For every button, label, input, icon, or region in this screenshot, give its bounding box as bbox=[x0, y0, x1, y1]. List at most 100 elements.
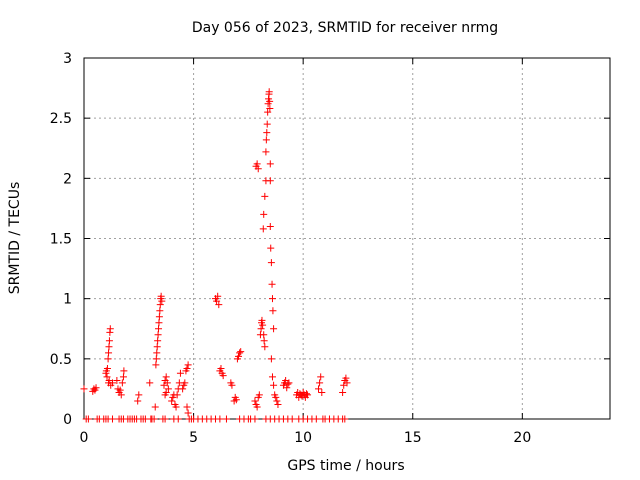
x-tick-label: 5 bbox=[189, 430, 198, 446]
data-point bbox=[312, 415, 320, 423]
data-point bbox=[154, 337, 162, 345]
data-point bbox=[84, 415, 92, 423]
data-point bbox=[283, 384, 291, 392]
data-point bbox=[155, 319, 163, 327]
data-point bbox=[236, 349, 244, 357]
data-point bbox=[269, 307, 277, 315]
data-point bbox=[260, 337, 268, 345]
x-tick-labels: 0 5 10 15 20 bbox=[80, 430, 532, 446]
data-point bbox=[134, 397, 142, 405]
chart-title: Day 056 of 2023, SRMTID for receiver nrm… bbox=[192, 20, 498, 36]
x-axis-label: GPS time / hours bbox=[287, 458, 404, 474]
data-point bbox=[184, 361, 192, 369]
data-point bbox=[113, 376, 121, 384]
data-point bbox=[259, 225, 267, 233]
data-point bbox=[264, 108, 272, 116]
data-point bbox=[267, 355, 275, 363]
data-point bbox=[259, 321, 267, 329]
data-point bbox=[304, 391, 312, 399]
data-point bbox=[214, 292, 222, 300]
data-point bbox=[151, 403, 159, 411]
data-point bbox=[232, 396, 240, 404]
data-point bbox=[156, 307, 164, 315]
data-point bbox=[156, 301, 164, 309]
data-point bbox=[251, 415, 259, 423]
data-point bbox=[106, 325, 114, 333]
data-point bbox=[268, 280, 276, 288]
data-point bbox=[262, 148, 270, 156]
data-point bbox=[274, 401, 282, 409]
data-point bbox=[104, 355, 112, 363]
data-point bbox=[228, 381, 236, 389]
data-point bbox=[219, 372, 227, 380]
data-point bbox=[150, 415, 158, 423]
data-point bbox=[163, 379, 171, 387]
data-point bbox=[265, 88, 273, 96]
data-point bbox=[158, 297, 166, 305]
data-point bbox=[262, 136, 270, 144]
data-point bbox=[237, 348, 245, 356]
x-tick-label: 0 bbox=[80, 430, 89, 446]
data-point bbox=[217, 364, 225, 372]
data-point bbox=[179, 385, 187, 393]
data-point bbox=[153, 343, 161, 351]
y-tick-label: 2 bbox=[63, 171, 72, 187]
data-point bbox=[254, 165, 262, 173]
data-point bbox=[273, 397, 281, 405]
data-point bbox=[157, 292, 165, 300]
data-point bbox=[253, 403, 261, 411]
data-point bbox=[266, 105, 274, 113]
data-point bbox=[103, 373, 111, 381]
data-point bbox=[108, 415, 116, 423]
data-point bbox=[267, 244, 275, 252]
data-point bbox=[120, 367, 128, 375]
data-point bbox=[316, 379, 324, 387]
data-point bbox=[266, 177, 274, 185]
data-point bbox=[341, 415, 349, 423]
data-point bbox=[153, 349, 161, 357]
data-point bbox=[215, 301, 223, 309]
data-point bbox=[80, 385, 88, 393]
data-point bbox=[135, 391, 143, 399]
data-point bbox=[267, 259, 275, 267]
axis-ticks bbox=[83, 57, 610, 420]
data-point bbox=[339, 389, 347, 397]
data-point bbox=[183, 403, 191, 411]
data-point bbox=[162, 373, 170, 381]
data-point bbox=[266, 222, 274, 230]
data-point bbox=[315, 385, 323, 393]
data-point bbox=[253, 160, 261, 168]
data-point bbox=[173, 391, 181, 399]
data-point bbox=[118, 379, 126, 387]
data-point bbox=[268, 295, 276, 303]
data-point bbox=[183, 364, 191, 372]
data-point bbox=[181, 379, 189, 387]
data-point bbox=[176, 369, 184, 377]
data-point bbox=[222, 415, 230, 423]
y-axis-label: SRMTID / TECUs bbox=[7, 182, 23, 295]
data-point bbox=[184, 409, 192, 417]
y-tick-label: 0 bbox=[63, 412, 72, 428]
data-point bbox=[117, 391, 125, 399]
data-point bbox=[270, 325, 278, 333]
data-point bbox=[92, 384, 100, 392]
y-tick-labels: 0 0.5 1 1.5 2 2.5 3 bbox=[50, 51, 72, 428]
data-point bbox=[317, 373, 325, 381]
data-point bbox=[155, 325, 163, 333]
plot-frame bbox=[83, 57, 611, 420]
data-point bbox=[270, 381, 278, 389]
data-point bbox=[261, 343, 269, 351]
data-point bbox=[213, 297, 221, 305]
y-tick-label: 1.5 bbox=[50, 232, 72, 248]
data-point bbox=[251, 397, 259, 405]
data-point bbox=[216, 415, 224, 423]
data-point bbox=[174, 415, 182, 423]
data-point bbox=[162, 389, 170, 397]
data-point bbox=[266, 160, 274, 168]
data-point bbox=[168, 397, 176, 405]
y-tick-label: 3 bbox=[63, 51, 72, 67]
y-tick-label: 0.5 bbox=[50, 352, 72, 368]
y-tick-label: 2.5 bbox=[50, 111, 72, 127]
data-point bbox=[260, 210, 268, 218]
data-point bbox=[318, 389, 326, 397]
